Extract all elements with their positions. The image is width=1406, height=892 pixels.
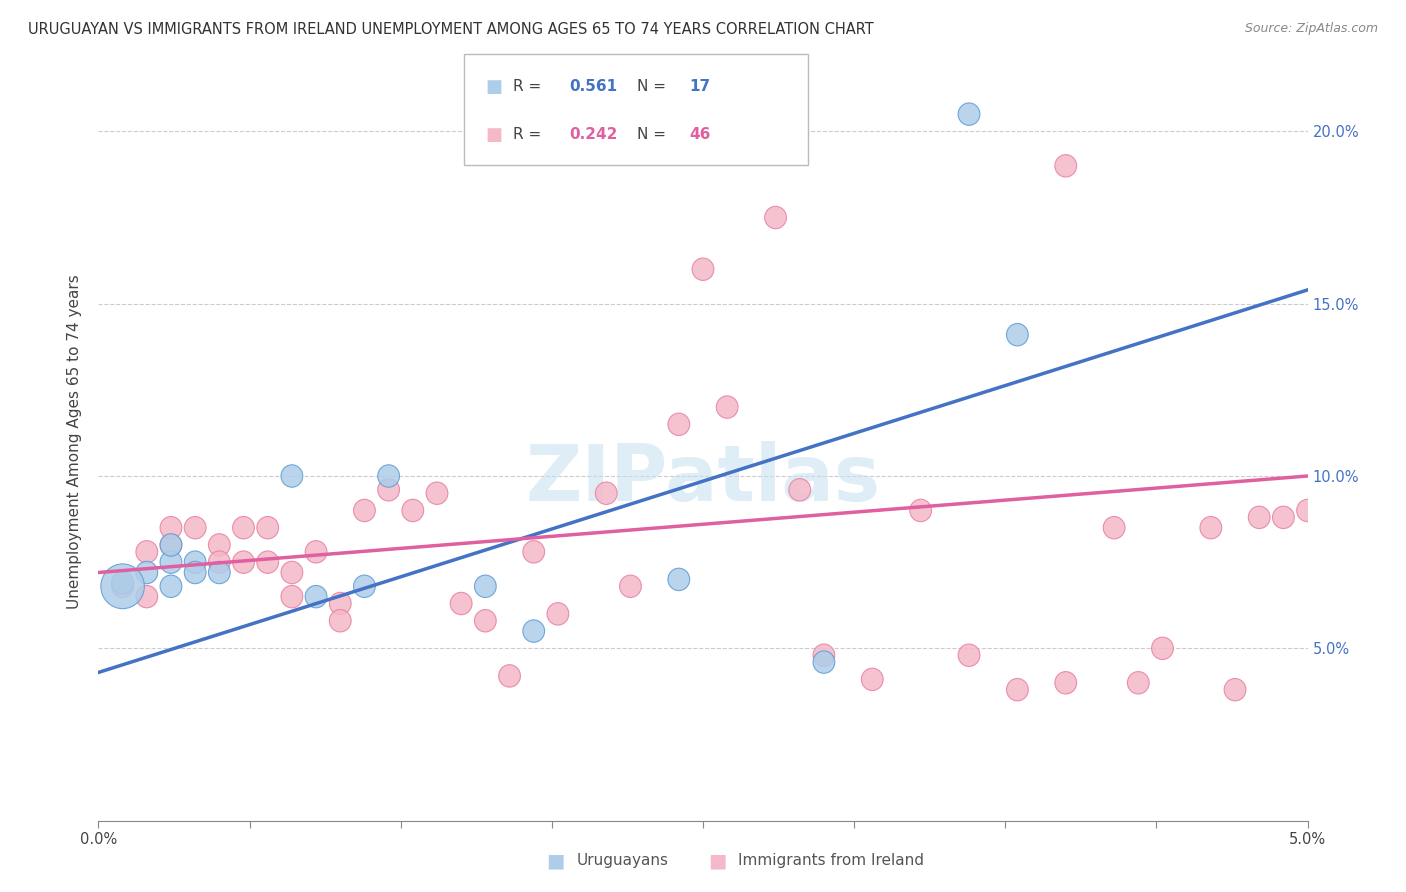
Ellipse shape [716, 396, 738, 418]
Ellipse shape [184, 561, 207, 583]
Ellipse shape [281, 585, 302, 607]
Ellipse shape [232, 516, 254, 539]
Ellipse shape [378, 479, 399, 501]
Text: Immigrants from Ireland: Immigrants from Ireland [738, 854, 924, 868]
Ellipse shape [329, 609, 352, 632]
Ellipse shape [184, 551, 207, 574]
Ellipse shape [765, 206, 786, 228]
Ellipse shape [281, 465, 302, 487]
Ellipse shape [402, 500, 423, 522]
Ellipse shape [1296, 500, 1319, 522]
Text: ZIPatlas: ZIPatlas [526, 442, 880, 517]
Text: ■: ■ [707, 851, 727, 871]
Ellipse shape [1054, 154, 1077, 177]
Ellipse shape [474, 609, 496, 632]
Ellipse shape [620, 575, 641, 598]
Ellipse shape [692, 258, 714, 280]
Ellipse shape [547, 603, 569, 625]
Ellipse shape [426, 482, 449, 505]
Ellipse shape [305, 541, 328, 563]
Ellipse shape [160, 551, 181, 574]
Ellipse shape [1128, 672, 1149, 694]
Text: N =: N = [637, 79, 671, 95]
Ellipse shape [305, 585, 328, 607]
Ellipse shape [813, 644, 835, 666]
Ellipse shape [474, 575, 496, 598]
Ellipse shape [111, 572, 134, 594]
Text: URUGUAYAN VS IMMIGRANTS FROM IRELAND UNEMPLOYMENT AMONG AGES 65 TO 74 YEARS CORR: URUGUAYAN VS IMMIGRANTS FROM IRELAND UNE… [28, 22, 875, 37]
Ellipse shape [160, 533, 181, 556]
Ellipse shape [329, 592, 352, 615]
Ellipse shape [595, 482, 617, 505]
Ellipse shape [957, 644, 980, 666]
Text: N =: N = [637, 128, 671, 143]
Text: ■: ■ [546, 851, 565, 871]
Ellipse shape [160, 533, 181, 556]
Y-axis label: Unemployment Among Ages 65 to 74 years: Unemployment Among Ages 65 to 74 years [66, 274, 82, 609]
Text: Source: ZipAtlas.com: Source: ZipAtlas.com [1244, 22, 1378, 36]
Ellipse shape [232, 551, 254, 574]
Ellipse shape [1007, 679, 1028, 701]
Ellipse shape [353, 575, 375, 598]
Ellipse shape [160, 575, 181, 598]
Ellipse shape [353, 500, 375, 522]
Ellipse shape [957, 103, 980, 126]
Ellipse shape [378, 465, 399, 487]
Ellipse shape [789, 479, 811, 501]
Ellipse shape [523, 541, 544, 563]
Ellipse shape [1104, 516, 1125, 539]
Text: R =: R = [513, 79, 547, 95]
Text: ■: ■ [485, 126, 502, 144]
Ellipse shape [257, 516, 278, 539]
Ellipse shape [208, 551, 231, 574]
Ellipse shape [450, 592, 472, 615]
Ellipse shape [136, 561, 157, 583]
Ellipse shape [862, 668, 883, 690]
Ellipse shape [523, 620, 544, 642]
Ellipse shape [499, 665, 520, 687]
Ellipse shape [1152, 637, 1174, 659]
Ellipse shape [1272, 506, 1295, 529]
Text: R =: R = [513, 128, 547, 143]
Ellipse shape [910, 500, 932, 522]
Ellipse shape [208, 533, 231, 556]
Text: 0.242: 0.242 [569, 128, 617, 143]
Ellipse shape [111, 575, 134, 598]
Text: Uruguayans: Uruguayans [576, 854, 668, 868]
Text: 46: 46 [689, 128, 710, 143]
Text: ■: ■ [485, 78, 502, 95]
Ellipse shape [1249, 506, 1270, 529]
Ellipse shape [1225, 679, 1246, 701]
Ellipse shape [184, 516, 207, 539]
Ellipse shape [136, 541, 157, 563]
Text: 0.561: 0.561 [569, 79, 617, 95]
Ellipse shape [257, 551, 278, 574]
Ellipse shape [668, 413, 690, 435]
Ellipse shape [136, 585, 157, 607]
Ellipse shape [813, 651, 835, 673]
Ellipse shape [160, 516, 181, 539]
Ellipse shape [1007, 324, 1028, 346]
Ellipse shape [668, 568, 690, 591]
Ellipse shape [1199, 516, 1222, 539]
Ellipse shape [1054, 672, 1077, 694]
Text: 17: 17 [689, 79, 710, 95]
Ellipse shape [101, 564, 145, 608]
Ellipse shape [281, 561, 302, 583]
Ellipse shape [208, 561, 231, 583]
